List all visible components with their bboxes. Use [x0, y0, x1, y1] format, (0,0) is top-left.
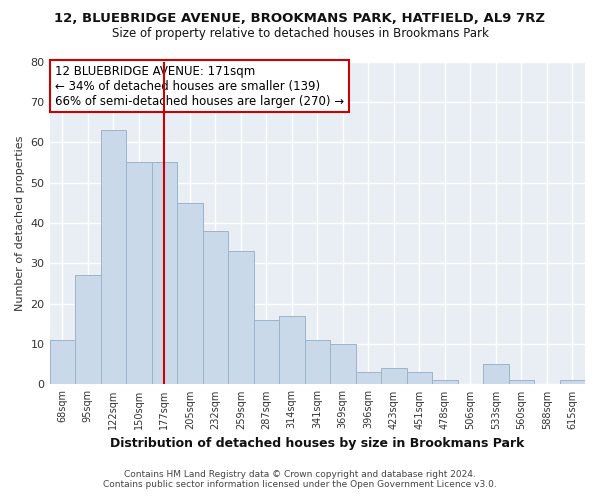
Bar	[50, 340, 75, 384]
Bar	[152, 162, 177, 384]
Text: Size of property relative to detached houses in Brookmans Park: Size of property relative to detached ho…	[112, 28, 488, 40]
Bar	[509, 380, 534, 384]
Bar	[483, 364, 509, 384]
Bar	[279, 316, 305, 384]
Bar	[330, 344, 356, 385]
Bar	[203, 231, 228, 384]
Bar	[407, 372, 432, 384]
Bar	[228, 251, 254, 384]
Bar	[75, 276, 101, 384]
Bar	[356, 372, 381, 384]
Bar	[177, 203, 203, 384]
Text: 12, BLUEBRIDGE AVENUE, BROOKMANS PARK, HATFIELD, AL9 7RZ: 12, BLUEBRIDGE AVENUE, BROOKMANS PARK, H…	[55, 12, 545, 26]
Text: Contains HM Land Registry data © Crown copyright and database right 2024.
Contai: Contains HM Land Registry data © Crown c…	[103, 470, 497, 489]
Bar	[126, 162, 152, 384]
Bar	[305, 340, 330, 384]
Bar	[101, 130, 126, 384]
Text: 12 BLUEBRIDGE AVENUE: 171sqm
← 34% of detached houses are smaller (139)
66% of s: 12 BLUEBRIDGE AVENUE: 171sqm ← 34% of de…	[55, 64, 344, 108]
Bar	[432, 380, 458, 384]
Bar	[560, 380, 585, 384]
Bar	[254, 320, 279, 384]
Y-axis label: Number of detached properties: Number of detached properties	[15, 136, 25, 310]
X-axis label: Distribution of detached houses by size in Brookmans Park: Distribution of detached houses by size …	[110, 437, 524, 450]
Bar	[381, 368, 407, 384]
